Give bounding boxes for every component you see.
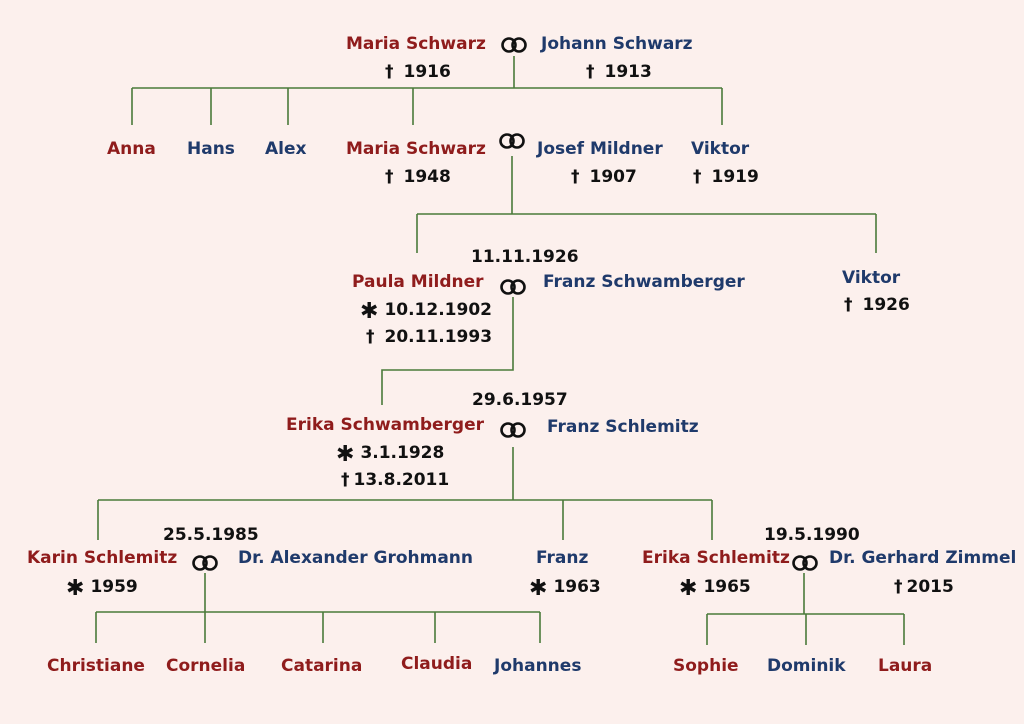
gen3-sibling-viktor: Viktor (842, 268, 901, 288)
gen1-husband-death: † 1913 (586, 62, 652, 82)
death-date: 13.8.2011 (353, 470, 450, 490)
franz-name: Franz (536, 548, 589, 568)
gen2-wife-death: † 1948 (385, 167, 451, 187)
gen4-wife-death: † 13.8.2011 (341, 470, 449, 490)
gen4-wife-name: Erika Schwamberger (286, 415, 484, 435)
child-alex: Alex (265, 139, 307, 159)
birth-date: 3.1.1928 (360, 443, 445, 463)
death-symbol: † (571, 167, 580, 187)
gen4-wife-birth: ✱ 3.1.1928 (336, 442, 445, 467)
erika-schlemitz-name: Erika Schlemitz (642, 548, 790, 568)
birth-date: 1959 (90, 577, 138, 597)
death-date: 1926 (862, 295, 910, 315)
karin-spouse-name: Dr. Alexander Grohmann (238, 548, 474, 568)
erika-marriage-date: 19.5.1990 (764, 525, 860, 545)
marriage-rings-icon (499, 133, 525, 149)
death-date: 20.11.1993 (384, 327, 493, 347)
grandchild-sophie: Sophie (673, 656, 739, 676)
birth-date: 10.12.1902 (384, 300, 492, 320)
death-symbol: † (844, 295, 853, 315)
death-symbol: † (341, 470, 350, 490)
karin-marriage-date: 25.5.1985 (163, 525, 259, 545)
grandchild-christiane: Christiane (47, 656, 145, 676)
erika-spouse-death: † 2015 (894, 577, 954, 597)
gen2-husband-death: † 1907 (571, 167, 637, 187)
gen3-husband-name: Franz Schwamberger (543, 272, 745, 292)
marriage-rings-icon (500, 279, 526, 295)
marriage-rings-icon (500, 422, 526, 438)
death-date: 1913 (604, 62, 652, 82)
death-symbol: † (693, 167, 702, 187)
gen4-marriage-date: 29.6.1957 (472, 390, 568, 410)
child-hans: Hans (187, 139, 235, 159)
marriage-rings-icon (792, 555, 818, 571)
child-anna: Anna (107, 139, 156, 159)
grandchild-claudia: Claudia (401, 654, 473, 674)
gen4-husband-name: Franz Schlemitz (547, 417, 699, 437)
gen1-wife-name: Maria Schwarz (346, 34, 486, 54)
death-date: 2015 (906, 577, 954, 597)
death-symbol: † (385, 62, 394, 82)
death-symbol: † (894, 577, 903, 597)
child-viktor: Viktor (691, 139, 750, 159)
franz-birth: ✱ 1963 (529, 576, 601, 601)
grandchild-catarina: Catarina (281, 656, 363, 676)
viktor-death: † 1919 (693, 167, 759, 187)
birth-date: 1965 (703, 577, 751, 597)
gen1-husband-name: Johann Schwarz (541, 34, 693, 54)
marriage-rings-icon (501, 37, 527, 53)
death-date: 1916 (403, 62, 451, 82)
marriage-rings-icon (192, 555, 218, 571)
erika-spouse-name: Dr. Gerhard Zimmel (829, 548, 1017, 568)
death-date: 1948 (403, 167, 451, 187)
birth-date: 1963 (553, 577, 601, 597)
gen3-sibling-death: † 1926 (844, 295, 910, 315)
karin-name: Karin Schlemitz (27, 548, 178, 568)
birth-symbol: ✱ (66, 576, 85, 601)
birth-symbol: ✱ (360, 299, 379, 324)
grandchild-cornelia: Cornelia (166, 656, 246, 676)
death-date: 1907 (589, 167, 637, 187)
gen1-wife-death: † 1916 (385, 62, 451, 82)
birth-symbol: ✱ (529, 576, 548, 601)
erika-schlemitz-birth: ✱ 1965 (679, 576, 751, 601)
gen2-wife-name: Maria Schwarz (346, 139, 486, 159)
gen3-wife-death: † 20.11.1993 (366, 327, 492, 347)
grandchild-laura: Laura (878, 656, 933, 676)
death-date: 1919 (711, 167, 759, 187)
death-symbol: † (366, 327, 375, 347)
birth-symbol: ✱ (336, 442, 355, 467)
birth-symbol: ✱ (679, 576, 698, 601)
grandchild-johannes: Johannes (494, 656, 582, 676)
death-symbol: † (385, 167, 394, 187)
gen3-marriage-date: 11.11.1926 (471, 247, 579, 267)
gen3-wife-birth: ✱ 10.12.1902 (360, 299, 492, 324)
gen3-wife-name: Paula Mildner (352, 272, 484, 292)
death-symbol: † (586, 62, 595, 82)
karin-birth: ✱ 1959 (66, 576, 138, 601)
grandchild-dominik: Dominik (767, 656, 846, 676)
gen2-husband-name: Josef Mildner (537, 139, 663, 159)
